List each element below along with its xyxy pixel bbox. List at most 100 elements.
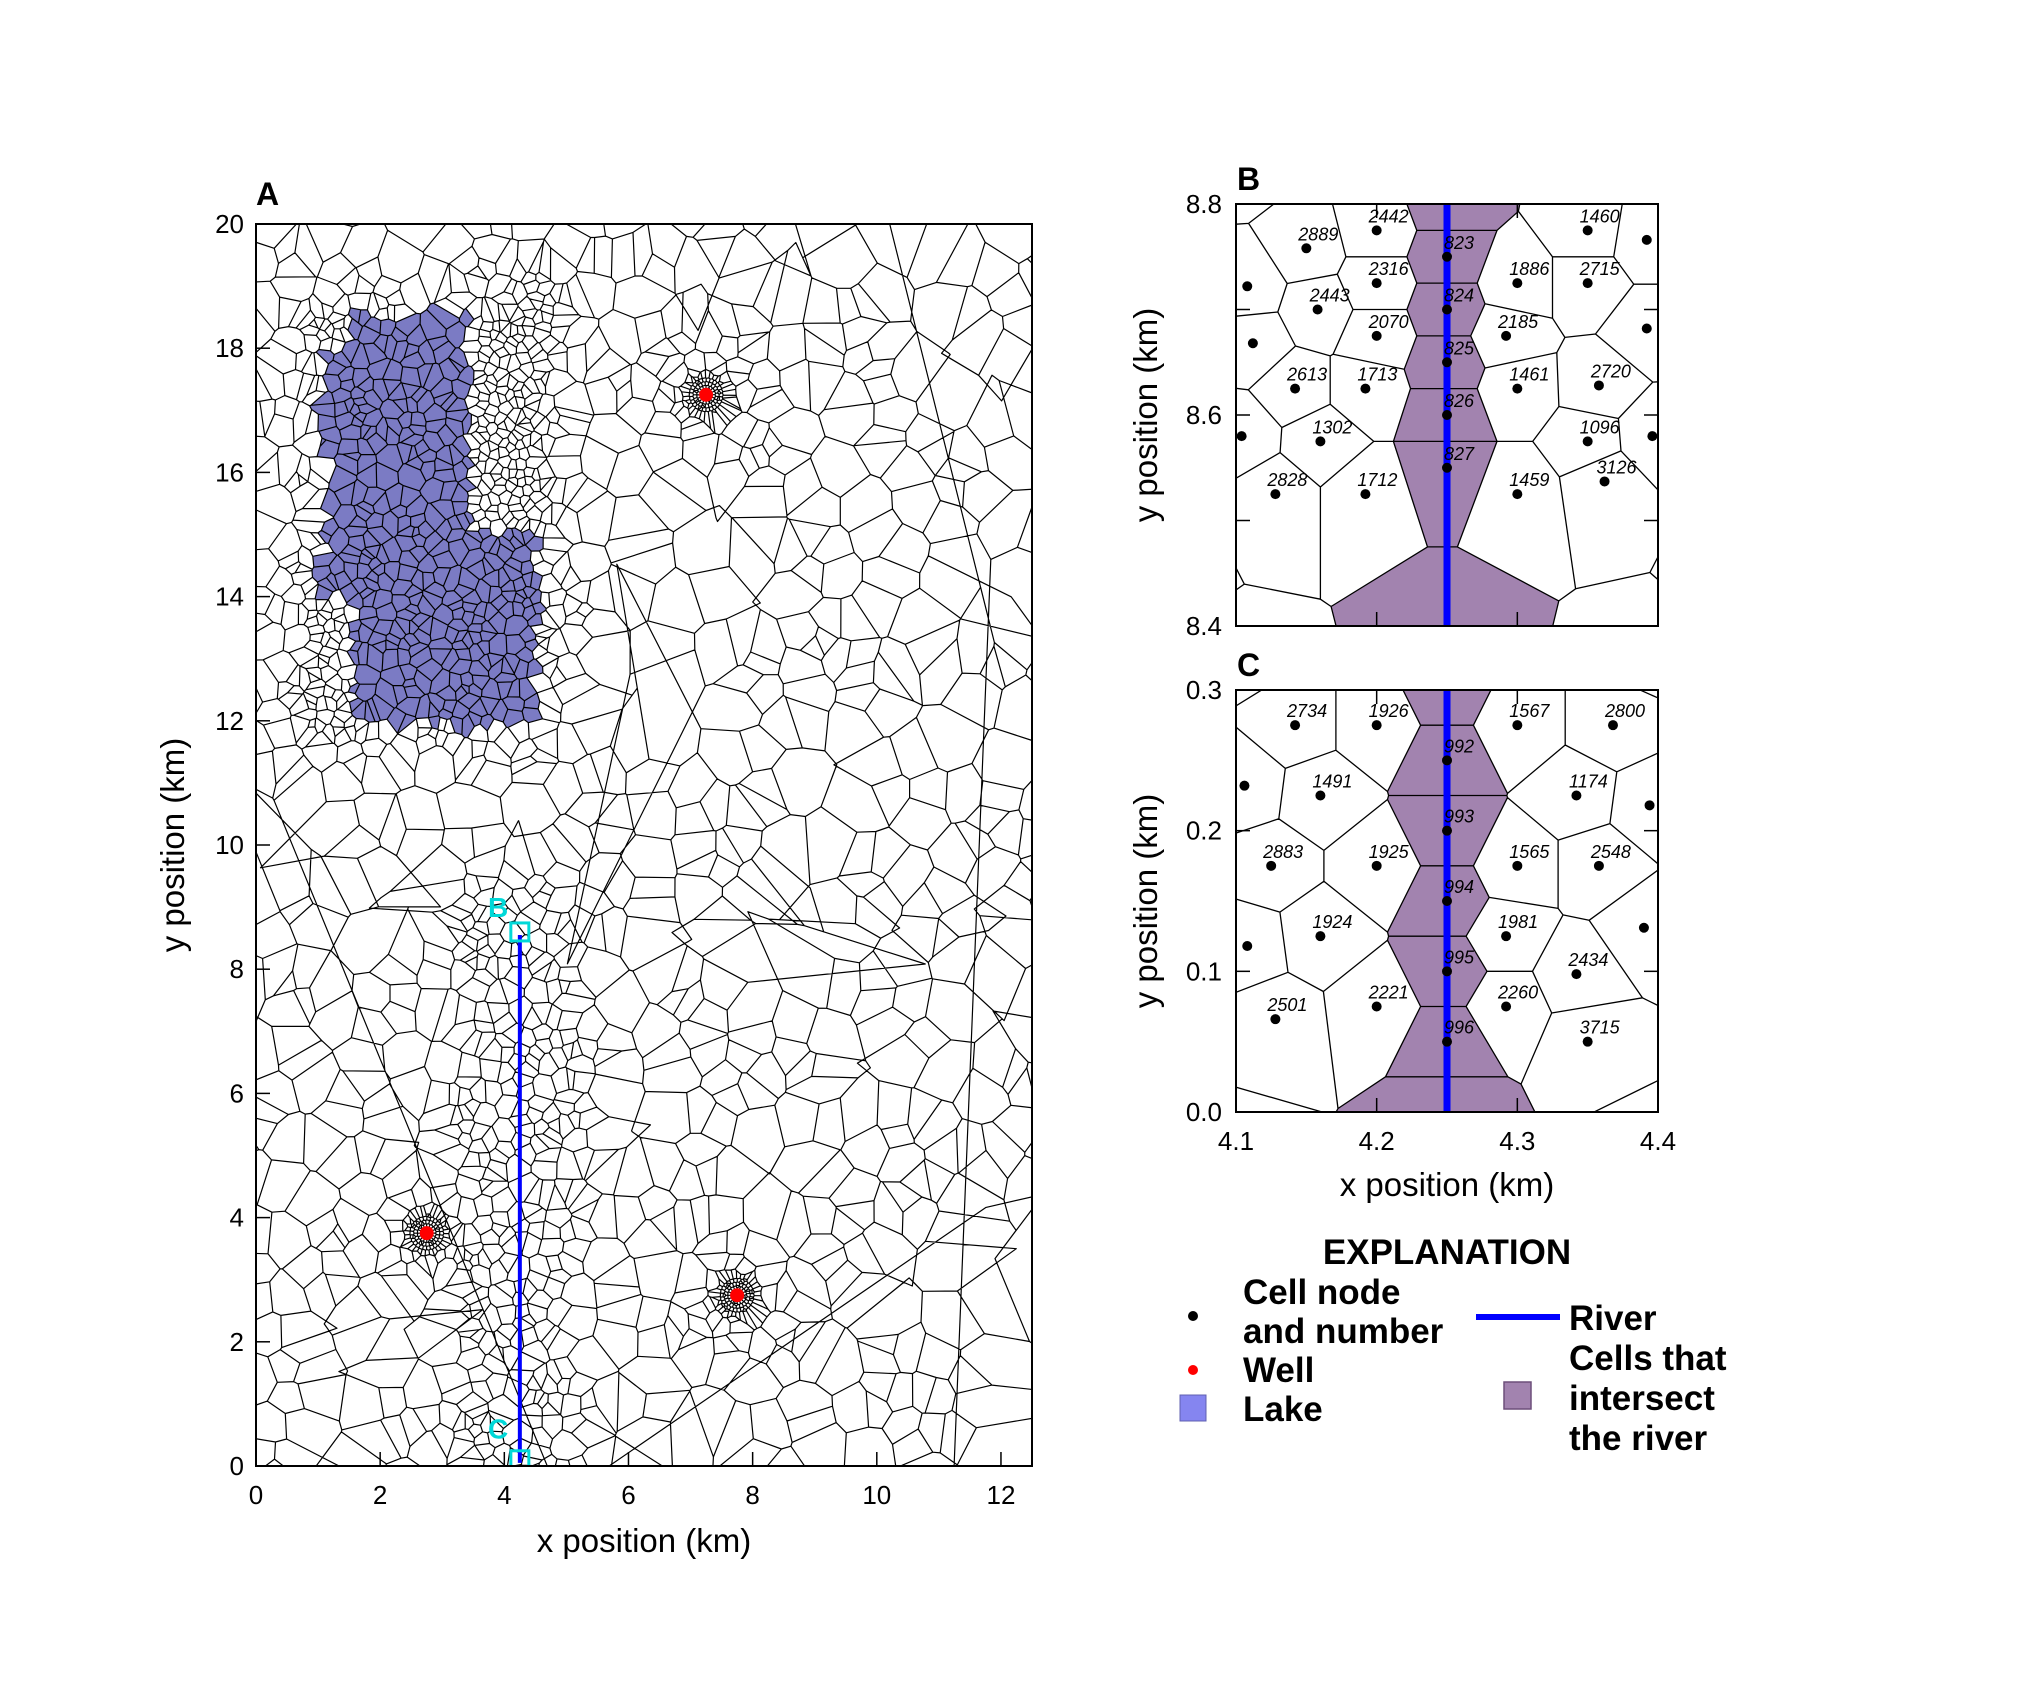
x-tick-label-4: 4: [497, 1480, 511, 1510]
cell-number-1886: 1886: [1509, 259, 1550, 279]
cell-node-2548: [1593, 860, 1604, 871]
cell-number-2501: 2501: [1266, 995, 1307, 1015]
cell-node-996: [1442, 1036, 1452, 1047]
cell-number-2720: 2720: [1590, 361, 1631, 381]
cell-node-1174: [1571, 790, 1582, 801]
x-tick-label-8: 8: [745, 1480, 759, 1510]
cell-node-2613: [1290, 383, 1301, 394]
cell-number-1174: 1174: [1569, 772, 1608, 792]
x-tick-label-6: 6: [621, 1480, 635, 1510]
panel-c: 2734 1926 1567 2800 992 1491 1174 993 2883 1925 15…: [1127, 647, 1676, 1203]
legend-node-label-line1: Cell node: [1243, 1273, 1401, 1312]
cell-node-1886: [1512, 278, 1523, 289]
cell-number-2443: 2443: [1309, 286, 1350, 306]
cell-number-2070: 2070: [1368, 312, 1409, 332]
cell-number-824: 824: [1444, 286, 1474, 306]
cell-node-2442: [1371, 225, 1382, 236]
cell-node-823: [1442, 251, 1452, 262]
cell-node-3715: [1582, 1036, 1593, 1047]
panel-c-frame: [1235, 689, 1659, 1113]
cell-node-3126: [1599, 476, 1610, 487]
y-tick-label-18: 18: [215, 333, 244, 363]
cell-node-unlabeled-5: [1641, 323, 1652, 334]
cell-number-3715: 3715: [1580, 1018, 1621, 1038]
y-tick-label-12: 12: [215, 706, 244, 736]
well-marker-3: [730, 1288, 745, 1303]
legend-river-cells-line3: the river: [1569, 1419, 1707, 1458]
cell-node-1461: [1512, 383, 1523, 394]
panel-a-overlays: [419, 387, 745, 1466]
cell-node-2800: [1607, 720, 1618, 731]
legend-river-label: River: [1569, 1299, 1657, 1338]
cell-number-2883: 2883: [1262, 842, 1303, 862]
cell-number-2734: 2734: [1286, 701, 1327, 721]
cell-node-unlabeled-6: [1647, 431, 1658, 442]
cell-node-993: [1442, 825, 1452, 836]
cell-number-827: 827: [1444, 444, 1475, 464]
panel-a-x-axis-label: x position (km): [537, 1522, 752, 1559]
mesh-cell-edges: [256, 224, 1032, 1466]
panel-c-y-axis-label: y position (km): [1127, 794, 1164, 1009]
cell-number-1567: 1567: [1509, 701, 1550, 721]
cell-number-2715: 2715: [1579, 259, 1621, 279]
cell-number-2613: 2613: [1286, 365, 1327, 385]
cell-node-2828: [1270, 489, 1281, 500]
cell-node-2434: [1571, 969, 1582, 980]
cell-node-1096: [1582, 436, 1593, 447]
panel-c-overlays: 2734 1926 1567 2800 992 1491 1174 993 2883 1925 15…: [1239, 690, 1655, 1112]
panel-a-y-axis-label: y position (km): [154, 738, 191, 953]
cell-number-2442: 2442: [1368, 206, 1409, 226]
cell-number-1460: 1460: [1580, 206, 1620, 226]
cell-node-2883: [1266, 860, 1277, 871]
cell-node-992: [1442, 755, 1452, 766]
cell-number-2434: 2434: [1567, 950, 1608, 970]
panel-b-y-axis-label: y position (km): [1127, 308, 1164, 523]
y-tick-label-16: 16: [215, 457, 244, 487]
cell-node-825: [1442, 357, 1452, 368]
y-tick-label-0.3: 0.3: [1186, 675, 1222, 705]
cell-node-unlabeled-4: [1638, 922, 1649, 933]
y-tick-label-14: 14: [215, 582, 244, 612]
cell-node-2221: [1371, 1001, 1382, 1012]
x-tick-label-4.4: 4.4: [1640, 1126, 1676, 1156]
cell-number-1924: 1924: [1312, 912, 1352, 932]
legend-well-label: Well: [1243, 1351, 1314, 1390]
cell-node-unlabeled-1: [1242, 281, 1253, 292]
cell-node-unlabeled-2: [1242, 941, 1253, 952]
cell-number-2889: 2889: [1297, 224, 1338, 244]
cell-node-2734: [1290, 720, 1301, 731]
cell-node-2070: [1371, 330, 1382, 341]
cell-number-2221: 2221: [1368, 983, 1409, 1003]
cell-number-826: 826: [1444, 391, 1475, 411]
y-tick-label-20: 20: [215, 209, 244, 239]
cell-node-2185: [1501, 330, 1512, 341]
cell-number-1459: 1459: [1509, 470, 1549, 490]
cell-number-1302: 1302: [1312, 417, 1352, 437]
panel-a: 0 2 4 6 8 10 12 0 2 4 6 8 10 12 14 16 18 20 A x position …: [154, 176, 1033, 1559]
cell-number-2185: 2185: [1497, 312, 1539, 332]
x-tick-label-4.3: 4.3: [1499, 1126, 1535, 1156]
y-tick-label-0.1: 0.1: [1186, 956, 1222, 986]
y-tick-label-6: 6: [230, 1078, 244, 1108]
x-tick-label-4.2: 4.2: [1359, 1126, 1395, 1156]
x-tick-label-2: 2: [373, 1480, 387, 1510]
cell-number-2548: 2548: [1590, 842, 1631, 862]
cell-number-1713: 1713: [1357, 365, 1397, 385]
cell-node-826: [1442, 410, 1452, 420]
cell-number-2828: 2828: [1266, 470, 1307, 490]
y-tick-label-2: 2: [230, 1327, 244, 1357]
legend-river-cells-line2: intersect: [1569, 1379, 1715, 1418]
cell-number-1926: 1926: [1369, 701, 1410, 721]
y-tick-label-8.4: 8.4: [1186, 611, 1222, 641]
cell-node-1460: [1582, 225, 1593, 236]
cell-node-2443: [1312, 304, 1323, 315]
panel-c-voronoi-mesh: [1236, 690, 1658, 1112]
legend-title: EXPLANATION: [1323, 1233, 1571, 1272]
legend-lake-label: Lake: [1243, 1390, 1323, 1429]
cell-number-2800: 2800: [1604, 701, 1645, 721]
legend-river-cells-symbol: [1503, 1381, 1532, 1410]
y-tick-label-0.0: 0.0: [1186, 1097, 1222, 1127]
panel-a-voronoi-mesh: [256, 224, 1032, 1466]
cell-number-2316: 2316: [1368, 259, 1410, 279]
cell-node-827: [1442, 462, 1452, 473]
